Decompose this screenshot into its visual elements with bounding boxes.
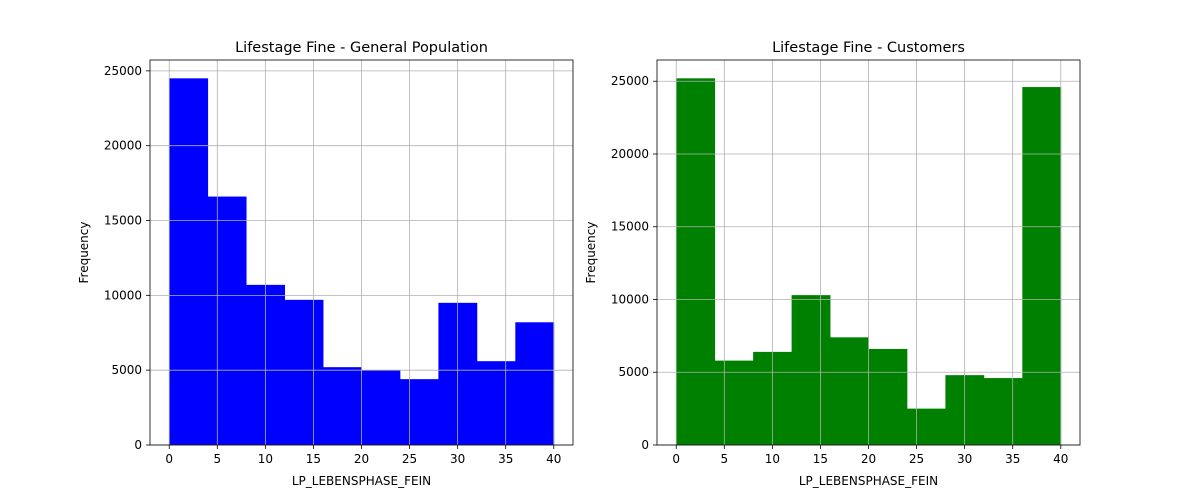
y-tick-label: 20000 [104,139,142,153]
histogram-bar [284,299,324,445]
x-tick-label: 10 [258,452,273,466]
y-axis-label: Frequency [77,222,91,284]
histogram-bar [476,361,516,445]
x-tick-label: 5 [720,452,728,466]
histogram-bar [361,370,401,445]
histogram-bar [983,378,1023,445]
x-tick-label: 0 [672,452,680,466]
y-tick-label: 20000 [611,147,649,161]
y-axis-label: Frequency [584,222,598,284]
x-tick-label: 5 [213,452,221,466]
histogram-bar [830,337,869,445]
histogram-bar [906,408,946,445]
chart-title: Lifestage Fine - General Population [235,40,488,56]
x-tick-label: 20 [354,452,369,466]
y-tick-label: 15000 [611,220,649,234]
x-tick-label: 0 [165,452,173,466]
y-tick-label: 10000 [611,292,649,306]
y-tick-label: 25000 [611,74,649,88]
histogram-bar [323,367,362,445]
x-axis-label: LP_LEBENSPHASE_FEIN [292,474,431,488]
y-tick-label: 0 [134,438,142,452]
x-tick-label: 25 [909,452,924,466]
x-axis-label: LP_LEBENSPHASE_FEIN [799,474,938,488]
x-tick-label: 25 [402,452,417,466]
x-tick-label: 40 [546,452,561,466]
y-tick-label: 0 [641,438,649,452]
x-tick-label: 20 [861,452,876,466]
x-tick-label: 35 [498,452,513,466]
chart-title: Lifestage Fine - Customers [772,40,965,56]
histogram-bar [515,322,555,445]
histogram-bar [169,78,209,445]
x-tick-label: 40 [1053,452,1068,466]
histogram-bar [868,348,908,445]
histogram-bar [1022,87,1062,446]
histogram-general-population: 0 5 10 15 20 25 30 35 40 0 5000 10000 15000 20000 2500… [77,40,574,488]
y-tick-label: 10000 [104,288,142,302]
histogram-bar [791,295,831,445]
x-tick-label: 35 [1005,452,1020,466]
x-tick-label: 10 [765,452,780,466]
histogram-bar [207,196,247,445]
y-tick-label: 5000 [111,363,142,377]
y-tick-label: 25000 [104,64,142,78]
histogram-customers: 0 5 10 15 20 25 30 35 40 0 5000 10000 15000 20000 2500… [584,40,1081,488]
histogram-bar [399,379,439,445]
x-tick-label: 15 [813,452,828,466]
x-tick-label: 30 [450,452,465,466]
x-tick-label: 15 [306,452,321,466]
x-tick-label: 30 [957,452,972,466]
histogram-bar [676,78,716,445]
histogram-bar [714,360,754,445]
y-tick-label: 5000 [618,365,649,379]
y-tick-label: 15000 [104,214,142,228]
